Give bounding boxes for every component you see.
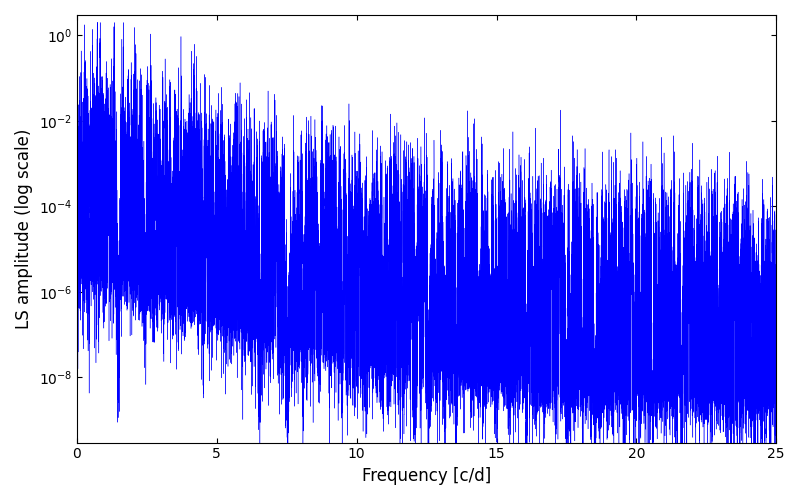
X-axis label: Frequency [c/d]: Frequency [c/d] <box>362 467 491 485</box>
Y-axis label: LS amplitude (log scale): LS amplitude (log scale) <box>15 128 33 329</box>
